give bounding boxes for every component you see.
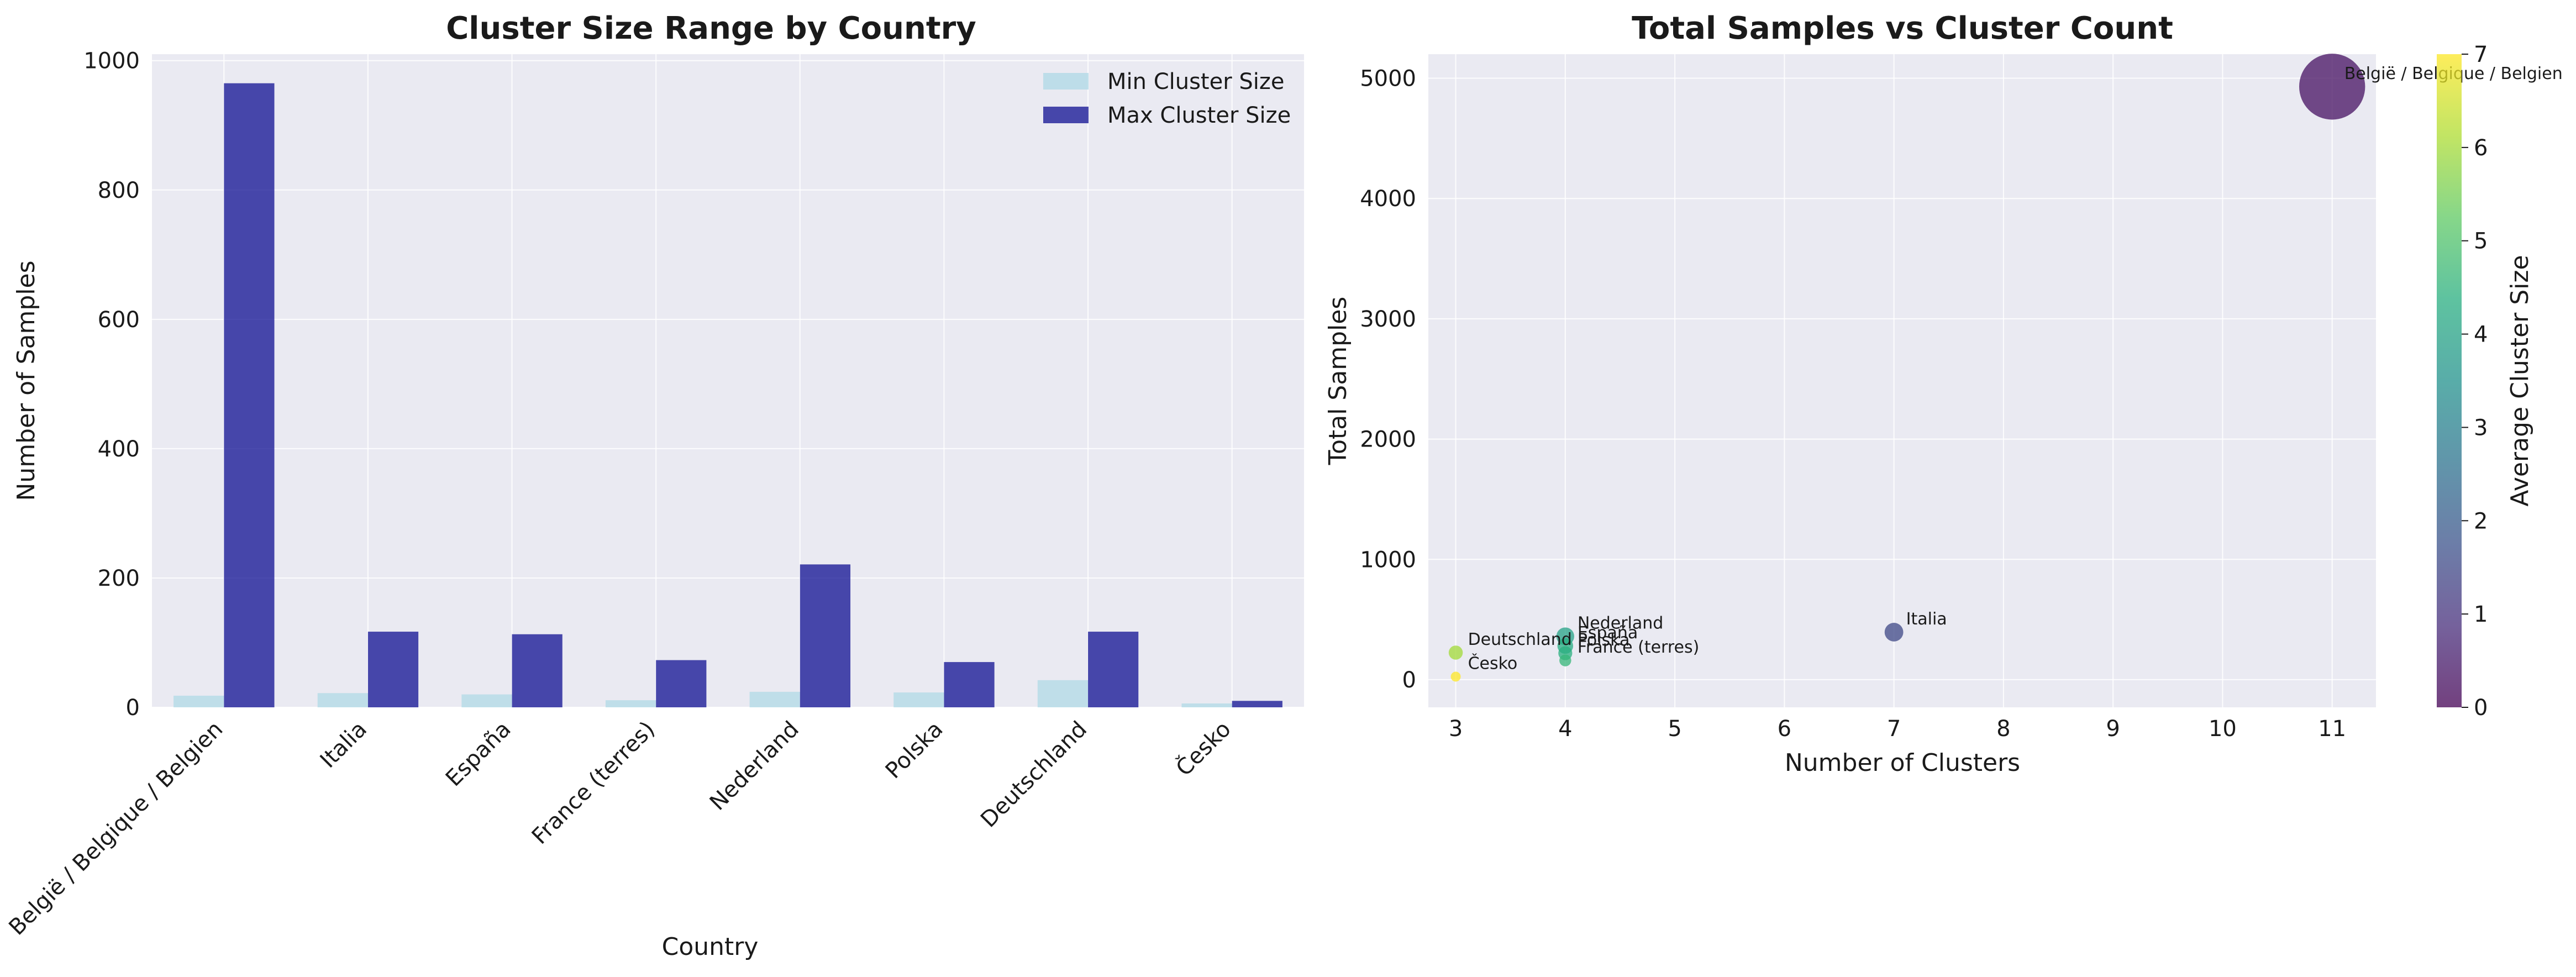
scatter-point-label: Polska (1578, 631, 1630, 650)
bar-y-tick-label: 200 (98, 566, 140, 591)
scatter-point-5 (1559, 654, 1571, 666)
bar-chart-title: Cluster Size Range by Country (446, 10, 976, 46)
scatter-point-6 (1448, 645, 1463, 660)
scatter-point-1 (1884, 623, 1904, 642)
colorbar-tick-label: 7 (2474, 42, 2488, 67)
scatter-gridlines (1428, 54, 2376, 707)
bar-x-tick-label: Nederland (705, 717, 804, 816)
colorbar-tick-label: 6 (2474, 135, 2488, 161)
scatter-y-tick-label: 2000 (1360, 427, 1416, 453)
scatter-x-tick-label: 6 (1778, 716, 1791, 742)
scatter-point-label: Česko (1468, 653, 1518, 673)
bar-max-7 (1232, 701, 1282, 707)
bar-max-6 (1088, 632, 1139, 707)
bar-legend: Min Cluster Size Max Cluster Size (1043, 69, 1291, 128)
scatter-x-ticks: 3 4 5 6 7 8 9 10 11 (1449, 716, 2346, 742)
bar-y-axis-label: Number of Samples (12, 260, 40, 501)
scatter-y-tick-label: 1000 (1360, 547, 1416, 572)
scatter-x-tick-label: 11 (2318, 716, 2346, 742)
bar-x-axis-label: Country (662, 933, 759, 961)
bar-min-3 (605, 700, 656, 707)
bar-x-tick-label: Polska (881, 717, 948, 784)
scatter-point-7 (1450, 671, 1461, 682)
bar-min-1 (317, 693, 368, 707)
colorbar-tick-label: 3 (2474, 415, 2488, 440)
bar-min-2 (461, 694, 512, 707)
bar-y-tick-label: 0 (126, 695, 140, 721)
legend-swatch-min (1043, 73, 1089, 90)
bar-min-0 (174, 695, 224, 707)
colorbar-tick-label: 4 (2474, 322, 2488, 348)
scatter-y-tick-label: 5000 (1360, 66, 1416, 92)
scatter-point-label: Italia (1906, 610, 1947, 629)
bar-x-tick-label: France (terres) (527, 717, 660, 849)
bar-y-tick-label: 600 (98, 307, 140, 333)
scatter-y-axis-label: Total Samples (1324, 297, 1352, 466)
bar-x-tick-label: Deutschland (976, 717, 1092, 833)
bar-max-4 (800, 564, 851, 707)
bar-plot-area (152, 54, 1304, 707)
legend-label-max: Max Cluster Size (1107, 103, 1291, 128)
scatter-chart-title: Total Samples vs Cluster Count (1632, 10, 2173, 46)
bar-x-tick-label: España (441, 717, 516, 792)
scatter-y-tick-label: 0 (1402, 668, 1416, 693)
bar-min-5 (893, 692, 944, 707)
bar-min-7 (1181, 703, 1232, 707)
scatter-point-label: España (1578, 623, 1638, 643)
colorbar-tick-label: 5 (2474, 229, 2488, 254)
bar-max-3 (656, 660, 707, 707)
scatter-point-label: Nederland (1578, 614, 1664, 633)
colorbar-tick-label: 2 (2474, 508, 2488, 534)
bar-max-5 (944, 662, 995, 707)
scatter-chart: Total Samples vs Cluster Count 0 1000 2000… (1324, 10, 2563, 777)
colorbar-ticks: 0 1 2 3 4 5 6 7 (2462, 42, 2488, 721)
scatter-y-tick-label: 3000 (1360, 307, 1416, 332)
legend-label-min: Min Cluster Size (1107, 69, 1285, 94)
bar-y-tick-label: 400 (98, 437, 140, 462)
bar-y-tick-label: 1000 (83, 49, 140, 74)
bar-y-tick-label: 800 (98, 178, 140, 203)
colorbar-tick-label: 1 (2474, 602, 2488, 627)
bar-max-0 (224, 83, 275, 708)
bar-x-tick-label: Česko (1170, 716, 1236, 781)
bar-max-1 (367, 632, 419, 707)
bar-min-6 (1037, 680, 1089, 707)
scatter-point-0 (2299, 54, 2365, 120)
scatter-points (1448, 54, 2365, 682)
bar-min-4 (749, 691, 800, 707)
scatter-x-tick-label: 3 (1449, 716, 1463, 742)
scatter-x-axis-label: Number of Clusters (1785, 749, 2020, 777)
bar-x-ticks: België / Belgique / Belgien Italia España F… (4, 716, 1236, 940)
scatter-x-tick-label: 10 (2209, 716, 2237, 742)
scatter-x-tick-label: 4 (1558, 716, 1572, 742)
colorbar: 0 1 2 3 4 5 6 7 Average Cluster Size (2437, 42, 2534, 721)
bar-gridlines (152, 54, 1304, 708)
bar-chart: Cluster Size Range by Country 0 200 400 600… (4, 10, 1304, 961)
scatter-point-label: Deutschland (1468, 630, 1572, 649)
legend-swatch-max (1043, 107, 1089, 123)
bar-max-2 (512, 634, 562, 707)
scatter-y-ticks: 0 1000 2000 3000 4000 5000 (1360, 66, 1416, 693)
bar-x-tick-label: Italia (316, 717, 372, 773)
bar-marks (174, 83, 1282, 708)
scatter-x-tick-label: 8 (1996, 716, 2010, 742)
colorbar-gradient (2437, 54, 2462, 707)
colorbar-label: Average Cluster Size (2506, 255, 2534, 506)
bar-x-tick-label: België / Belgique / Belgien (4, 717, 228, 941)
scatter-point-label: France (terres) (1578, 638, 1700, 657)
scatter-plot-area (1428, 54, 2376, 707)
scatter-x-tick-label: 9 (2106, 716, 2120, 742)
scatter-y-tick-label: 4000 (1360, 186, 1416, 212)
colorbar-tick-label: 0 (2474, 695, 2488, 721)
scatter-x-tick-label: 5 (1668, 716, 1681, 742)
bar-y-ticks: 0 200 400 600 800 1000 (83, 49, 140, 721)
scatter-x-tick-label: 7 (1887, 716, 1901, 742)
